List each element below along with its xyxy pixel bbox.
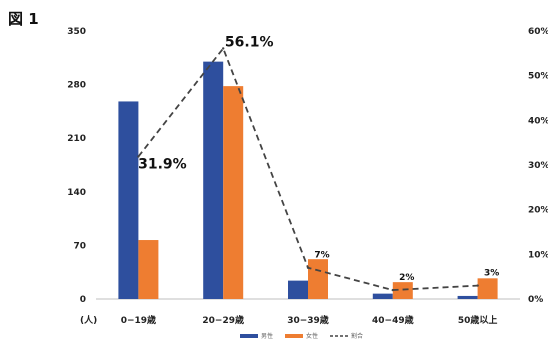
right-tick-label: 0% — [528, 295, 543, 305]
x-tick-label: 40−49歳 — [372, 314, 414, 326]
left-tick-label: 0 — [80, 295, 86, 305]
ratio-point — [222, 47, 225, 50]
ratio-point — [476, 284, 479, 287]
left-tick-label: 350 — [67, 27, 86, 37]
right-tick-label: 40% — [528, 116, 548, 126]
x-tick-label: 20−29歳 — [202, 314, 244, 326]
bar-male — [203, 61, 224, 299]
right-tick-label: 10% — [528, 250, 548, 260]
bar-female — [392, 282, 413, 299]
legend-label: 男性 — [261, 332, 273, 340]
right-tick-label: 50% — [528, 72, 548, 82]
ratio-line — [137, 46, 478, 291]
ratio-data-label: 56.1% — [225, 34, 274, 50]
y-unit-label: (人) — [80, 314, 97, 326]
left-tick-label: 140 — [67, 188, 86, 198]
figure-label: 図 1 — [8, 10, 39, 28]
ratio-point — [391, 288, 394, 292]
bar-female — [223, 86, 244, 299]
legend-label: 女性 — [306, 332, 318, 340]
left-tick-label: 280 — [67, 81, 86, 91]
ratio-data-label: 31.9% — [138, 157, 187, 173]
legend-swatch — [240, 334, 258, 338]
bar-male — [118, 101, 139, 300]
left-tick-label: 210 — [67, 134, 86, 144]
bar-male — [457, 295, 478, 299]
bar-male — [288, 280, 308, 299]
ratio-point — [137, 155, 140, 158]
ratio-data-label: 3% — [484, 269, 499, 279]
ratio-point — [306, 266, 310, 269]
x-tick-label: 30−39歳 — [287, 314, 329, 326]
ratio-data-label: 2% — [399, 273, 414, 283]
bar-female — [308, 259, 328, 299]
left-tick-label: 70 — [73, 241, 86, 251]
right-tick-label: 60% — [528, 27, 548, 37]
ratio-data-label: 7% — [314, 251, 329, 261]
x-tick-label: 0−19歳 — [121, 314, 156, 326]
legend-label: 割合 — [351, 332, 363, 340]
bar-male — [372, 293, 393, 299]
bar-female — [138, 240, 159, 299]
right-tick-label: 30% — [528, 161, 548, 171]
bar-female — [477, 278, 498, 299]
right-tick-label: 20% — [528, 206, 548, 216]
legend-swatch — [285, 334, 303, 338]
x-tick-label: 50歳以上 — [458, 314, 498, 326]
